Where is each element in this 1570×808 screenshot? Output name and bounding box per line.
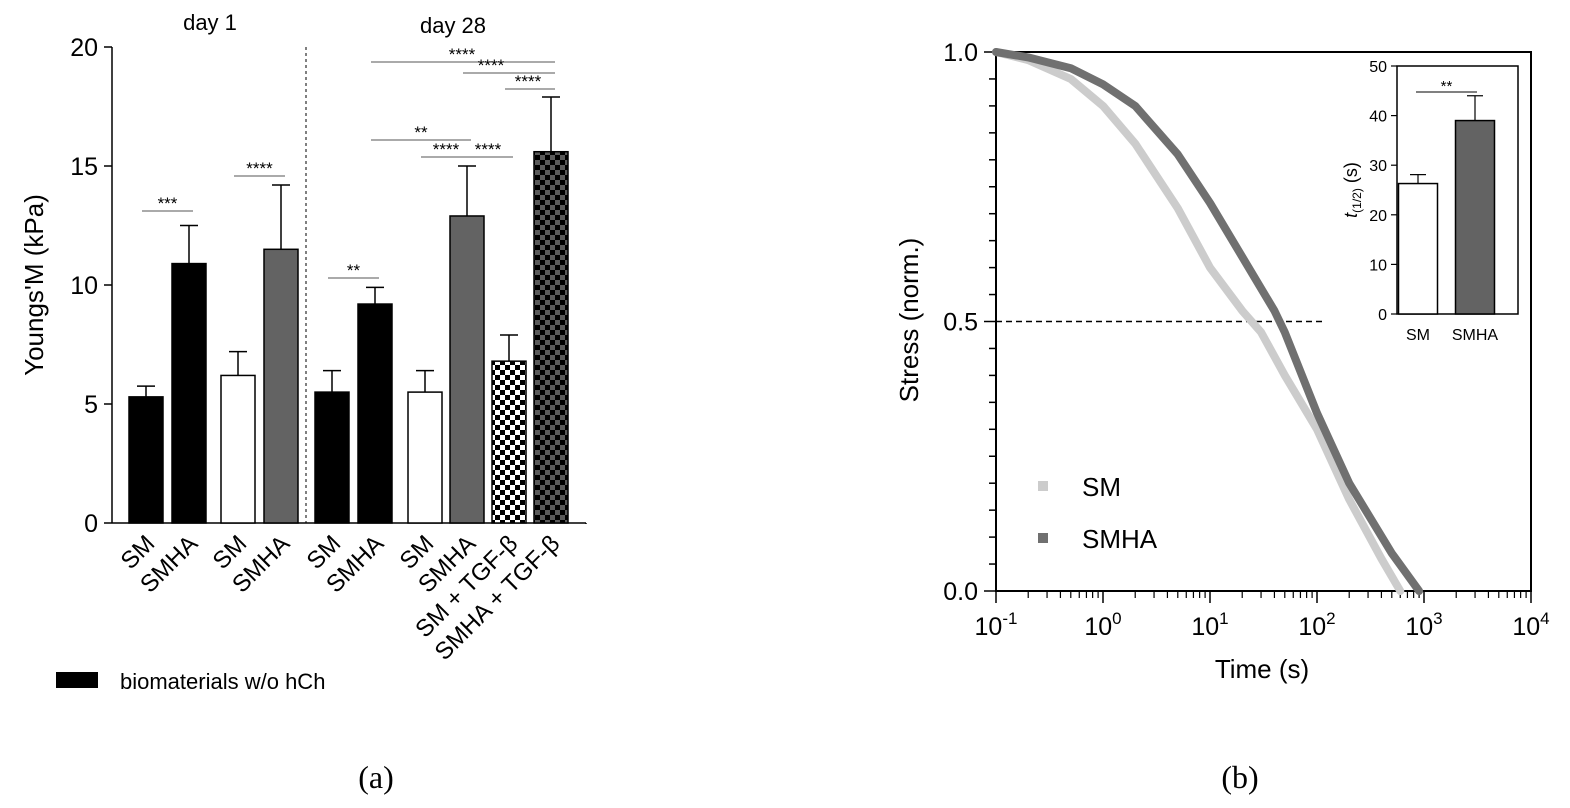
bar-8 (491, 360, 527, 524)
significance-label: **** (475, 140, 502, 159)
bar-6 (407, 391, 443, 524)
panel-label-b: (b) (1221, 759, 1258, 795)
bar-2 (220, 374, 256, 524)
bar-7 (449, 215, 485, 524)
inset-significance-label: ** (1441, 78, 1453, 95)
line-chart-b: 0.00.51.010-1 100 101 102 103 104 Stress (nor… (894, 39, 1550, 795)
legend-marker-smha (1038, 533, 1048, 543)
legend-label-sm: SM (1082, 472, 1121, 502)
inset-bar-1 (1454, 119, 1496, 315)
group-label-day1: day 1 (183, 10, 237, 35)
x-axis-label-b: Time (s) (1215, 654, 1309, 684)
bar-5 (357, 303, 393, 524)
inset-y-tick-label: 10 (1369, 257, 1387, 274)
bar-0 (128, 396, 164, 524)
panel-label-a: (a) (358, 759, 394, 795)
y-tick-label-b: 1.0 (943, 39, 978, 67)
inset-y-tick-label: 50 (1369, 59, 1387, 76)
inset-y-axis-label: t(1/2) (s) (1341, 162, 1364, 218)
y-tick-label-a: 15 (70, 153, 98, 181)
x-tick-label-b: 102 (1298, 609, 1335, 641)
x-tick-label-b: 101 (1191, 609, 1228, 641)
legend-b: SM SMHA (1038, 472, 1158, 554)
significance-label: **** (449, 45, 476, 64)
legend-a: biomaterials w/o hCh (56, 669, 325, 694)
y-axis-label-b: Stress (norm.) (894, 238, 924, 403)
x-tick-label-b: 104 (1512, 609, 1549, 641)
inset-y-tick-label: 30 (1369, 158, 1387, 175)
significance-label: **** (478, 56, 505, 75)
significance-label: *** (158, 194, 178, 213)
y-tick-label-a: 20 (70, 34, 98, 62)
inset-y-tick-label: 40 (1369, 109, 1387, 126)
significance-label: ** (414, 123, 428, 142)
bar-4 (314, 391, 350, 524)
y-tick-label-b: 0.5 (943, 309, 978, 337)
inset-bar-chart: 0 10 20 30 40 50 SM SMHA ** t(1/2) (s) (1341, 59, 1519, 344)
x-tick-label-b: 100 (1084, 609, 1121, 641)
x-tick-label-b: 10-1 (975, 609, 1018, 641)
bar-3 (263, 248, 299, 524)
y-tick-label-a: 0 (84, 510, 98, 538)
legend-marker-sm (1038, 481, 1048, 491)
inset-y-tick-label: 20 (1369, 208, 1387, 225)
series-line-smha (992, 48, 1424, 595)
inset-category-label: SMHA (1452, 327, 1499, 344)
series-line-sm (992, 48, 1405, 595)
y-tick-label-b: 0.0 (943, 578, 978, 606)
group-label-day28: day 28 (420, 13, 486, 38)
bar-9 (533, 150, 569, 524)
inset-y-tick-label: 0 (1378, 307, 1387, 324)
significance-label: **** (246, 159, 273, 178)
significance-label: **** (433, 140, 460, 159)
inset-category-label: SM (1406, 327, 1430, 344)
x-tick-label-b: 103 (1405, 609, 1442, 641)
bar-1 (171, 262, 207, 524)
significance-label: ** (347, 261, 361, 280)
inset-bar-0 (1397, 182, 1439, 315)
y-tick-label-a: 10 (70, 272, 98, 300)
legend-label-a: biomaterials w/o hCh (120, 669, 325, 694)
significance-label: **** (515, 72, 542, 91)
y-axis-label-a: Youngs'M (kPa) (19, 194, 49, 376)
legend-label-smha: SMHA (1082, 524, 1158, 554)
legend-swatch-a (56, 672, 98, 688)
y-tick-label-a: 5 (84, 391, 98, 419)
